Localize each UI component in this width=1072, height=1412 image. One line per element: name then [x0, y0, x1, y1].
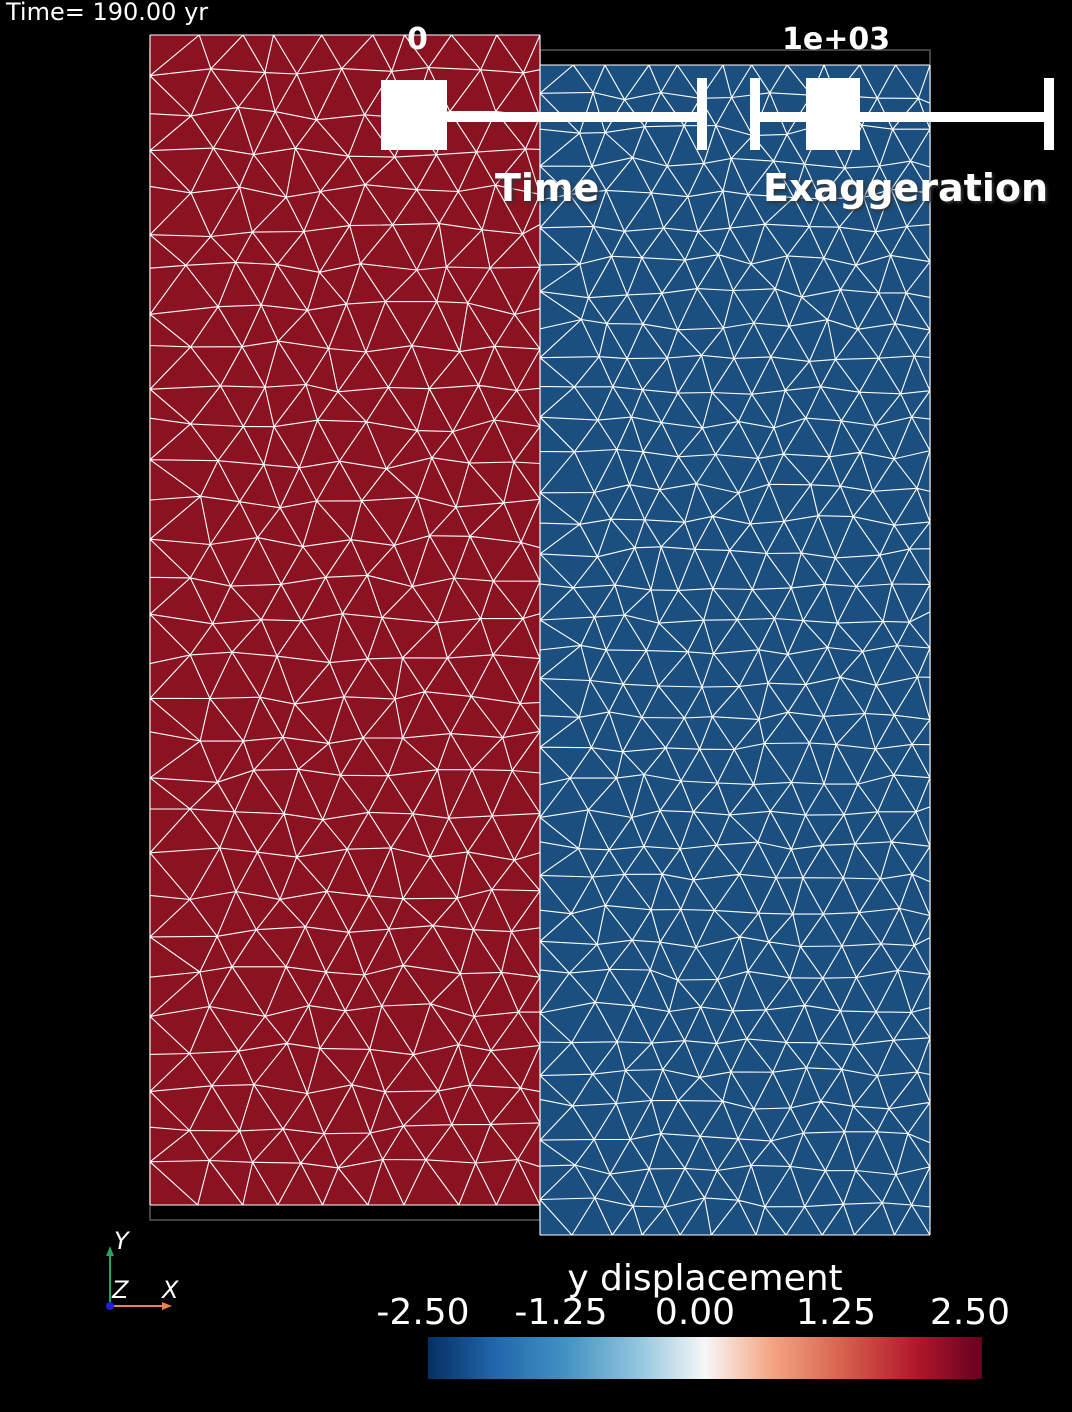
- x-axis-label: X: [162, 1276, 179, 1304]
- z-axis-dot: [106, 1302, 114, 1310]
- exaggeration-slider-knob[interactable]: [806, 78, 860, 150]
- scalar-bar-title: y displacement: [567, 1258, 843, 1299]
- scalar-bar-tick: 0.00: [654, 1292, 736, 1333]
- exaggeration-slider-end-cap: [1044, 78, 1054, 150]
- orientation-axes: [106, 1246, 172, 1310]
- z-axis-label: Z: [112, 1276, 129, 1304]
- y-axis-arrow: [106, 1246, 114, 1256]
- scalar-bar-tick: 1.25: [795, 1292, 877, 1333]
- right-block-mesh: [539, 64, 931, 1236]
- time-slider-label: Time: [495, 166, 600, 210]
- exaggeration-slider-track[interactable]: [760, 112, 1048, 122]
- time-slider-value: 0: [407, 22, 428, 57]
- right-mesh-edges: [539, 64, 931, 1236]
- time-annotation: Time= 190.00 yr: [6, 0, 209, 26]
- y-axis-label: Y: [114, 1227, 129, 1255]
- x-axis-arrow: [162, 1302, 172, 1310]
- scalar-bar-tick: 2.50: [929, 1292, 1011, 1333]
- time-slider-end-cap: [697, 78, 707, 150]
- scalar-bar-gradient: [428, 1337, 982, 1379]
- time-slider-track[interactable]: [446, 112, 702, 122]
- exaggeration-slider-label: Exaggeration: [763, 166, 1049, 210]
- time-slider-knob[interactable]: [381, 80, 447, 150]
- exaggeration-slider-start-cap: [750, 78, 760, 150]
- scalar-bar-tick: -2.50: [376, 1292, 470, 1333]
- scalar-bar-tick: -1.25: [514, 1292, 608, 1333]
- exaggeration-slider-value: 1e+03: [782, 22, 891, 57]
